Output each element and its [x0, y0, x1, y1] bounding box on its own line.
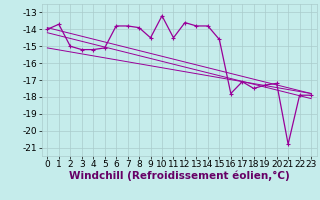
X-axis label: Windchill (Refroidissement éolien,°C): Windchill (Refroidissement éolien,°C)	[69, 171, 290, 181]
